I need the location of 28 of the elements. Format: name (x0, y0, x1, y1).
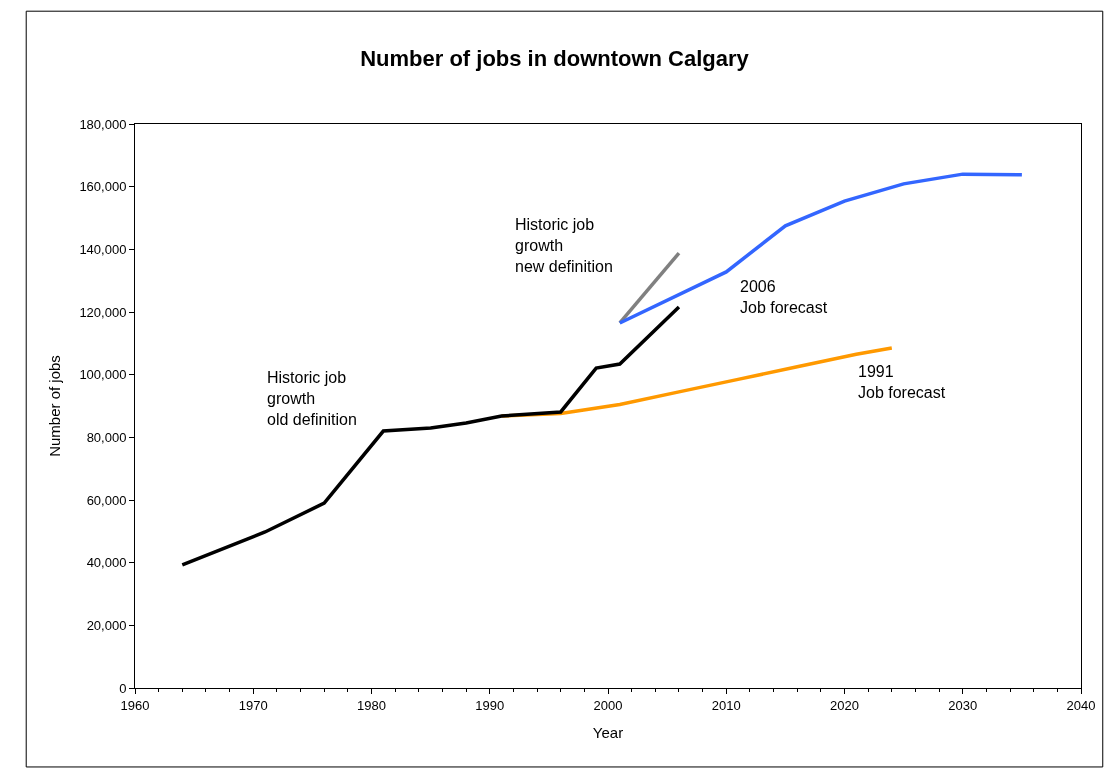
y-tick-label: 100,000 (79, 367, 127, 383)
y-tick-label: 80,000 (86, 429, 127, 445)
x-tick-label: 1970 (238, 697, 268, 713)
y-tick-label: 180,000 (79, 116, 127, 132)
text: Historic job growth new definition (515, 216, 613, 275)
series-label: 1991 Job forecast (858, 363, 946, 401)
y-tick-label: 0 (119, 680, 127, 696)
y-tick-label: 120,000 (79, 304, 127, 320)
x-tick-label: 1960 (120, 697, 150, 713)
x-tick-label: 2010 (711, 697, 741, 713)
y-tick-label: 60,000 (86, 492, 127, 508)
y-axis-title: Number of jobs (45, 355, 63, 457)
y-tick-label: 160,000 (79, 179, 127, 195)
x-tick-label: 1990 (475, 697, 505, 713)
y-tick-label: 40,000 (86, 555, 127, 571)
line-series (180, 305, 681, 567)
series-label: Historic job growth old definition (267, 369, 357, 428)
x-tick-label: 2020 (830, 697, 859, 713)
chart-title: Number of jobs in downtown Calgary (360, 45, 750, 71)
x-axis-title: Year (592, 723, 624, 741)
x-tick-label: 2000 (593, 697, 623, 713)
y-tick-label: 20,000 (86, 617, 127, 633)
x-tick-label: 1980 (357, 697, 386, 713)
x-tick-label: 2030 (948, 697, 978, 713)
line-series (618, 172, 1024, 325)
series-label: 2006 Job forecast (740, 278, 828, 316)
x-tick-label: 2040 (1066, 697, 1096, 713)
y-tick-label: 140,000 (79, 241, 127, 257)
